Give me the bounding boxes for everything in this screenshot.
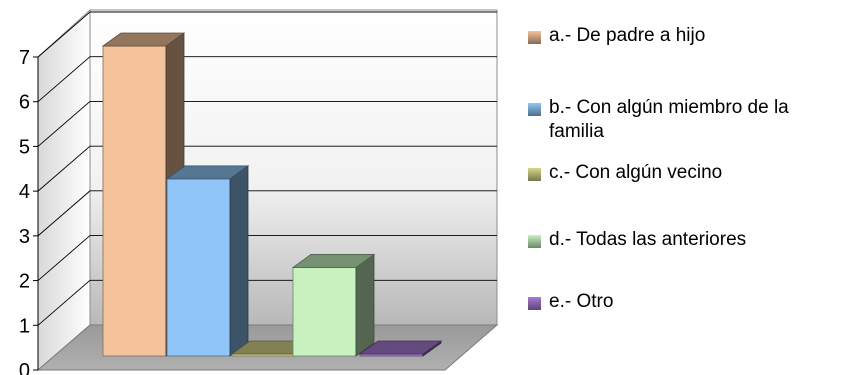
legend-label: b.- Con algún miembro de la familia	[549, 97, 789, 142]
bar-front	[166, 178, 231, 357]
gridline	[37, 190, 497, 237]
y-axis: 0 1 2 3 4 5 6 7	[19, 47, 39, 375]
bar	[291, 253, 376, 357]
y-tick-label: 7	[19, 47, 30, 69]
y-tick-label: 3	[19, 226, 30, 248]
gridline	[37, 56, 497, 103]
gridline	[37, 11, 497, 58]
bar-side	[355, 253, 375, 357]
gridline	[37, 145, 497, 192]
legend-swatch	[528, 103, 541, 116]
bar	[165, 165, 250, 357]
legend-item: b.- Con algún miembro de la familia	[528, 96, 848, 144]
bar-front	[102, 45, 167, 357]
y-tick-label: 1	[19, 315, 30, 337]
legend-item: c.- Con algún vecino	[528, 161, 848, 185]
gridline	[37, 235, 497, 281]
y-tick-label: 5	[19, 136, 30, 158]
gridlines	[37, 11, 497, 326]
bar-top	[101, 32, 186, 47]
legend-swatch	[528, 235, 541, 248]
bar	[358, 340, 443, 357]
bar-top	[291, 254, 376, 268]
legend-swatch	[528, 297, 541, 310]
legend-label: e.- Otro	[549, 291, 614, 312]
y-tick-label: 4	[19, 181, 30, 203]
bar-top	[358, 340, 443, 355]
gridline	[37, 100, 497, 147]
legend-label: d.- Todas las anteriores	[549, 229, 747, 250]
bar-top	[165, 165, 250, 180]
y-tick-label: 6	[19, 92, 30, 114]
bar-side	[229, 165, 249, 357]
y-tick-label: 2	[19, 271, 30, 293]
legend-swatch	[528, 31, 541, 44]
legend-item: a.- De padre a hijo	[528, 24, 848, 48]
legend-label: c.- Con algún vecino	[549, 162, 723, 183]
legend-swatch	[528, 168, 541, 181]
bar-front	[292, 267, 357, 357]
y-tick-label: 0	[19, 360, 30, 375]
legend-label: a.- De padre a hijo	[549, 25, 706, 46]
legend-item: d.- Todas las anteriores	[528, 228, 848, 252]
legend-item: e.- Otro	[528, 290, 848, 314]
bars	[101, 32, 443, 357]
